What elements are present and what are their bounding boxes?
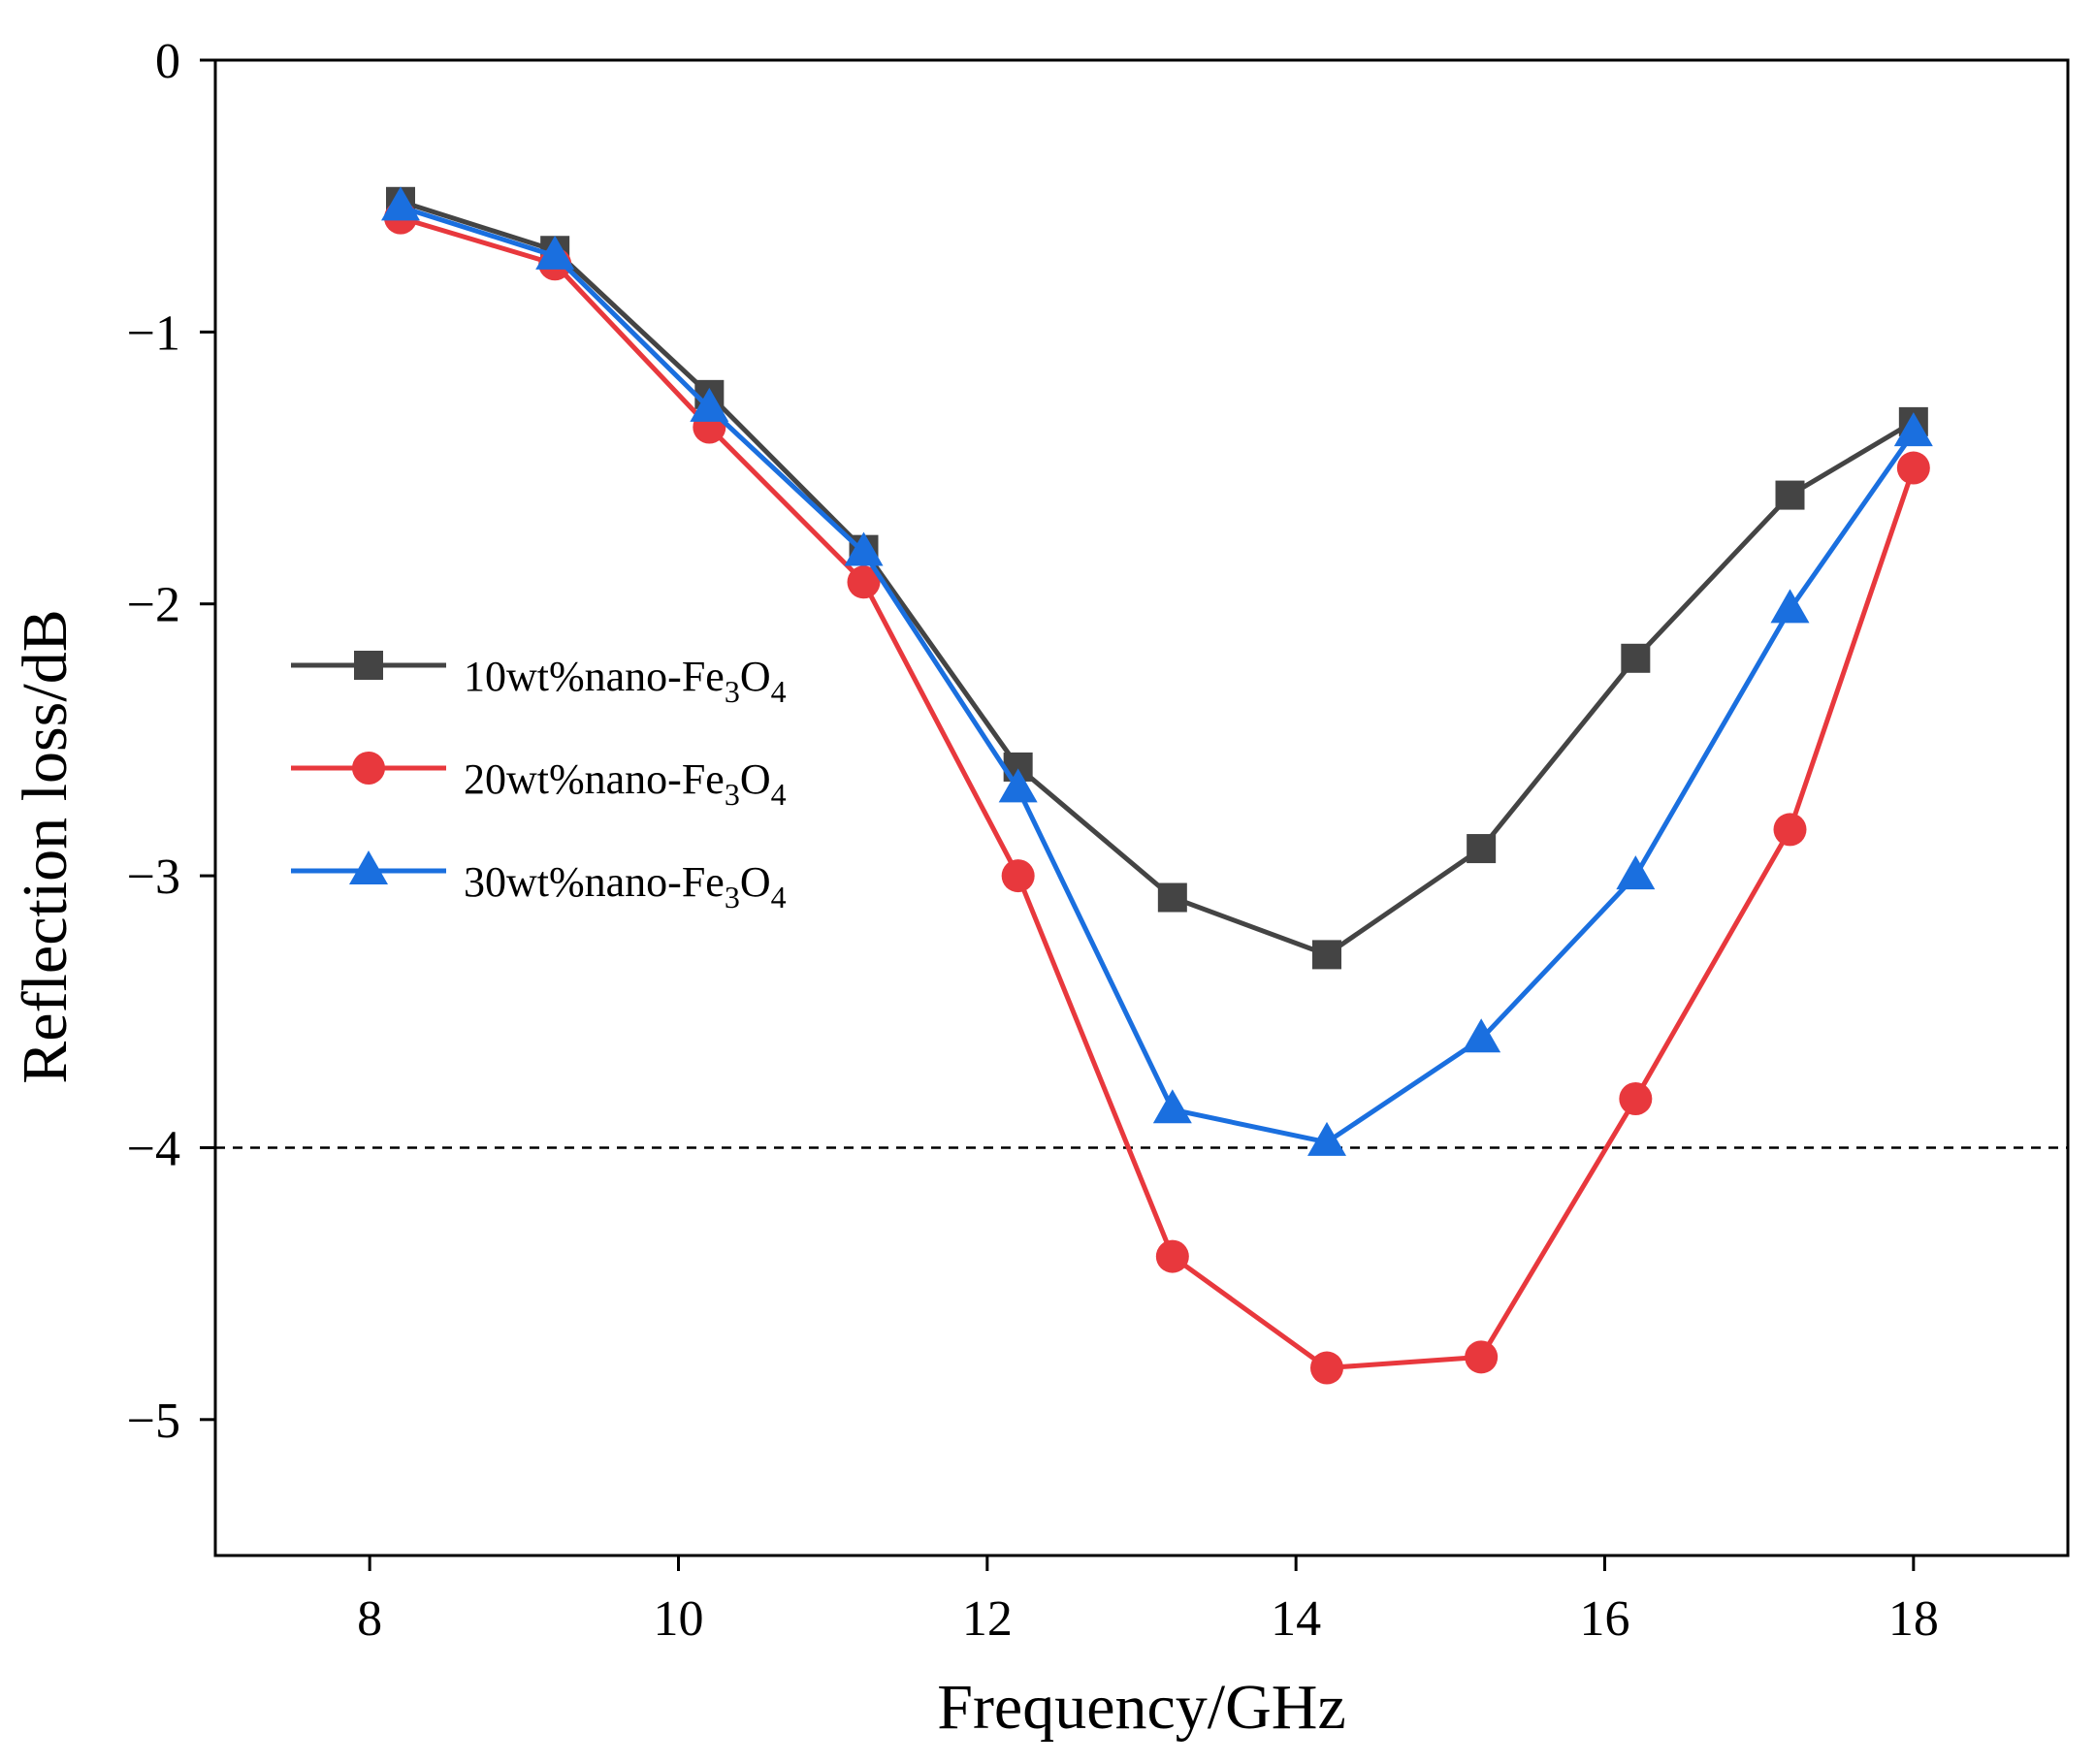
data-point xyxy=(690,387,729,422)
data-point xyxy=(1616,855,1656,890)
data-point xyxy=(1465,1340,1499,1374)
legend-label: 10wt%nano-Fe3O4 xyxy=(464,653,787,709)
plot-frame xyxy=(213,58,2070,1557)
data-point xyxy=(1001,859,1035,893)
data-point xyxy=(998,768,1038,803)
data-point xyxy=(1157,882,1187,913)
legend-text-part: O xyxy=(740,653,771,700)
legend-text-part: 20wt%nano-Fe xyxy=(464,755,725,803)
data-point xyxy=(1770,589,1810,624)
data-point xyxy=(1312,940,1341,970)
y-tick-label: −3 xyxy=(127,850,180,905)
legend: 10wt%nano-Fe3O420wt%nano-Fe3O430wt%nano-… xyxy=(291,651,787,914)
y-tick-label: −1 xyxy=(127,305,180,361)
data-point xyxy=(1462,1018,1501,1053)
x-tick-label: 8 xyxy=(357,1591,382,1647)
x-tick-label: 10 xyxy=(654,1591,704,1647)
series-line xyxy=(400,199,1916,957)
series-layer xyxy=(381,186,1933,1385)
legend-subscript: 4 xyxy=(771,777,787,812)
legend-subscript: 3 xyxy=(725,880,740,914)
legend-text-part: 10wt%nano-Fe xyxy=(464,653,725,700)
legend-subscript: 4 xyxy=(771,674,787,709)
legend-marker xyxy=(354,651,383,680)
x-tick-label: 12 xyxy=(962,1591,1013,1647)
data-point xyxy=(535,235,575,270)
data-point xyxy=(1467,834,1497,864)
legend-subscript: 4 xyxy=(771,880,787,914)
legend-item-2: 20wt%nano-Fe3O4 xyxy=(291,752,787,812)
legend-text-part: 30wt%nano-Fe xyxy=(464,858,725,906)
legend-label: 30wt%nano-Fe3O4 xyxy=(464,858,787,914)
data-point xyxy=(1896,451,1930,485)
y-tick-label: −2 xyxy=(127,578,180,633)
data-point xyxy=(847,565,881,599)
data-point xyxy=(844,531,884,566)
legend-subscript: 3 xyxy=(725,777,740,812)
series-1 xyxy=(386,186,1928,970)
data-point xyxy=(1775,480,1805,510)
legend-text-part: O xyxy=(740,755,771,803)
legend-label: 20wt%nano-Fe3O4 xyxy=(464,755,787,812)
data-point xyxy=(1152,1089,1192,1124)
x-tick-label: 14 xyxy=(1271,1591,1321,1647)
data-point xyxy=(1155,1239,1189,1273)
x-axis-title: Frequency/GHz xyxy=(937,1672,1346,1743)
data-point xyxy=(1621,643,1651,673)
data-point xyxy=(1773,813,1807,847)
y-tick-label: −5 xyxy=(127,1394,180,1449)
data-point xyxy=(1310,1351,1343,1385)
data-point xyxy=(1307,1121,1346,1156)
legend-subscript: 3 xyxy=(725,674,740,709)
axis-ticks: 8 10 12 14 16 18 0 −1 −2 −3 −4 −5 xyxy=(127,34,1939,1647)
data-point xyxy=(1893,412,1933,447)
legend-item-1: 10wt%nano-Fe3O4 xyxy=(291,651,787,709)
data-point xyxy=(381,186,420,221)
y-axis-title: Reflection loss/dB xyxy=(10,609,81,1083)
y-tick-label: 0 xyxy=(155,34,180,89)
x-tick-label: 16 xyxy=(1580,1591,1630,1647)
series-3 xyxy=(381,186,1933,1156)
legend-item-3: 30wt%nano-Fe3O4 xyxy=(291,850,787,914)
legend-marker xyxy=(349,850,388,884)
data-point xyxy=(1619,1081,1653,1115)
y-tick-label: −4 xyxy=(127,1121,180,1176)
x-tick-label: 18 xyxy=(1888,1591,1939,1647)
legend-text-part: O xyxy=(740,858,771,906)
legend-marker xyxy=(352,752,385,785)
